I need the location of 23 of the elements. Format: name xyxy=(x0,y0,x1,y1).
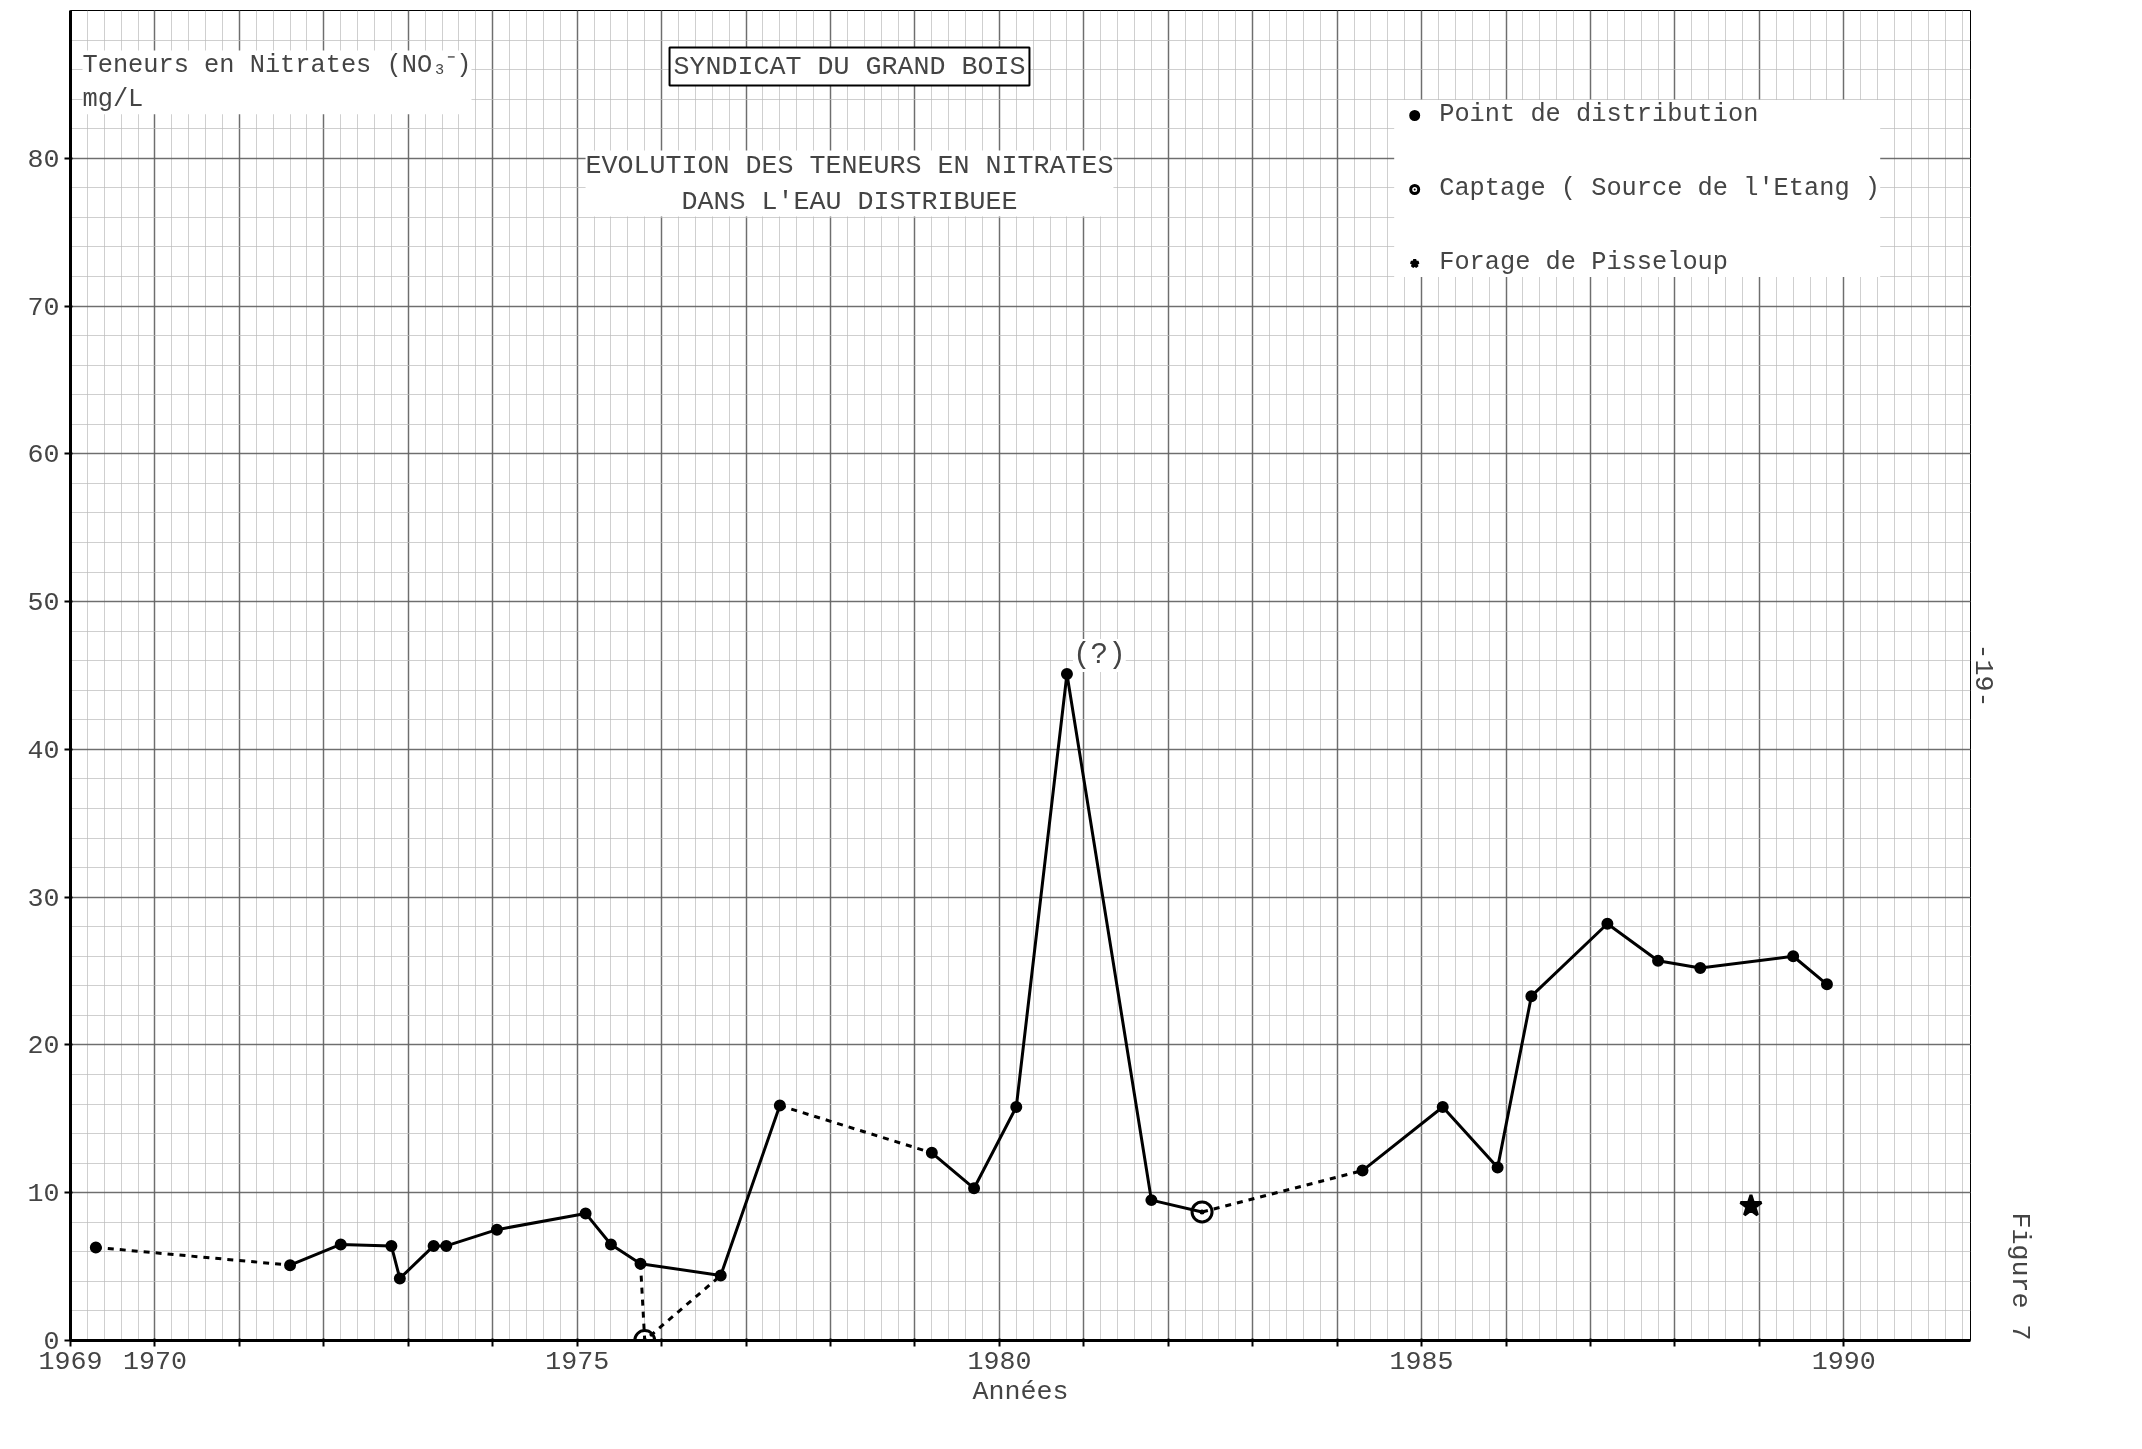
x-tick-label: 1990 xyxy=(1811,1346,1876,1377)
x-tick-label: 1970 xyxy=(122,1346,187,1377)
x-tick-label: 1985 xyxy=(1389,1346,1454,1377)
annotation: (?) xyxy=(1072,639,1126,673)
text: EVOLUTION DES TENEURS EN NITRATES DANS L'EAU DISTRIBUEE xyxy=(585,150,1114,217)
x-tick-label: 1975 xyxy=(545,1346,610,1377)
x-tick-label: 1980 xyxy=(967,1346,1032,1377)
x-axis-title: Années xyxy=(972,1376,1069,1407)
legend-label: Forage de Pisseloup xyxy=(1439,248,1728,277)
y-tick-label: 80 xyxy=(27,144,60,175)
y-tick-label: 60 xyxy=(27,440,60,471)
y-tick-label: 20 xyxy=(27,1031,60,1062)
legend-label: Point de distribution xyxy=(1439,100,1759,129)
caption: Figure 7 xyxy=(2004,1212,2035,1341)
y-tick-label: 70 xyxy=(27,292,60,323)
y-tick-label: 40 xyxy=(27,735,60,766)
y-axis-title: Teneurs en Nitrates (NO₃⁻) mg/L xyxy=(82,50,472,115)
annotation: -19- xyxy=(1967,643,1998,708)
text: SYNDICAT DU GRAND BOIS xyxy=(673,51,1026,82)
y-tick-label: 10 xyxy=(27,1179,60,1210)
y-tick-label: 50 xyxy=(27,588,60,619)
legend-label: Captage ( Source de l'Etang ) xyxy=(1439,174,1880,203)
y-tick-label: 30 xyxy=(27,883,60,914)
